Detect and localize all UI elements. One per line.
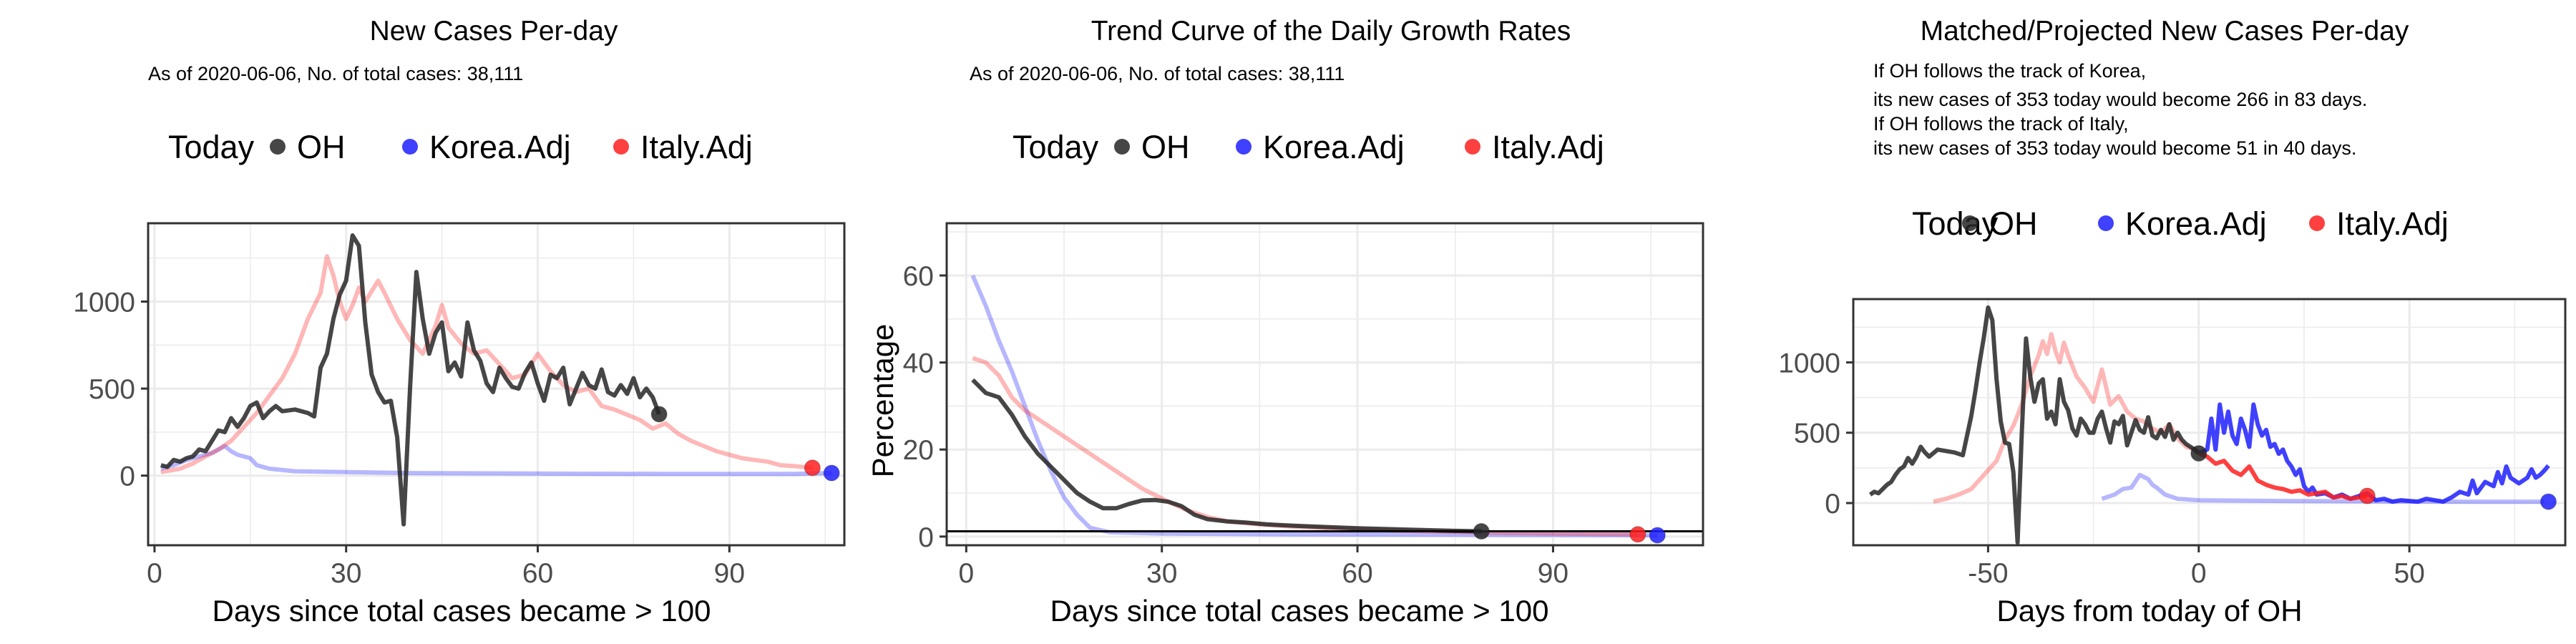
legend: Today OH Korea.Adj Italy.Adj bbox=[1013, 129, 1604, 165]
x-axis-title: Days since total cases became > 100 bbox=[213, 594, 711, 628]
chart-title: Matched/Projected New Cases Per-day bbox=[1921, 16, 2409, 47]
series-line-korea-adj bbox=[160, 444, 832, 477]
legend-key-italy bbox=[613, 139, 629, 155]
x-tick-label: 90 bbox=[714, 558, 745, 589]
y-tick-label: 1000 bbox=[73, 287, 135, 318]
chart-title: Trend Curve of the Daily Growth Rates bbox=[1091, 16, 1571, 47]
legend-key-oh bbox=[1962, 215, 1978, 231]
legend-key-italy bbox=[2309, 215, 2325, 231]
series-group bbox=[970, 274, 1658, 537]
y-tick-label: 20 bbox=[903, 435, 934, 466]
legend-label-korea: Korea.Adj bbox=[429, 129, 571, 165]
new-cases-chart: New Cases Per-day As of 2020-06-06, No. … bbox=[73, 16, 846, 628]
y-tick-label: 0 bbox=[918, 522, 934, 553]
projected-cases-chart: Matched/Projected New Cases Per-day If O… bbox=[1778, 16, 2567, 628]
legend-label-oh: OH bbox=[1989, 205, 2038, 242]
plot-border bbox=[945, 222, 1704, 547]
legend-label-korea: Korea.Adj bbox=[1263, 129, 1405, 165]
x-tick-label: 60 bbox=[522, 558, 553, 589]
x-tick-label: -50 bbox=[1968, 558, 2008, 589]
legend-label-oh: OH bbox=[297, 129, 346, 165]
x-tick-label: 60 bbox=[1342, 558, 1372, 589]
series-line-korea-adj bbox=[970, 274, 1658, 537]
plot-border bbox=[1852, 298, 2567, 547]
legend: Today OH Korea.Adj Italy.Adj bbox=[168, 129, 753, 165]
y-tick-label: 60 bbox=[903, 261, 934, 292]
legend-title: Today bbox=[1912, 205, 1999, 242]
today-marker bbox=[2540, 493, 2557, 510]
x-tick-label: 30 bbox=[331, 558, 361, 589]
panel-growth-rates: Trend Curve of the Daily Growth Rates As… bbox=[859, 0, 1717, 644]
y-axis-title: Percentage bbox=[866, 324, 899, 478]
today-marker bbox=[650, 406, 668, 423]
chart-annotation-line: If OH follows the track of Korea, bbox=[1873, 60, 2146, 82]
y-tick-label: 500 bbox=[1794, 419, 1840, 449]
series-line-oh bbox=[971, 378, 1482, 534]
today-marker bbox=[2190, 445, 2207, 462]
legend-title: Today bbox=[1013, 129, 1099, 165]
chart-annotation-line: its new cases of 353 today would become … bbox=[1873, 137, 2356, 159]
chart-subtitle: As of 2020-06-06, No. of total cases: 38… bbox=[148, 63, 523, 84]
y-tick-label: 0 bbox=[119, 462, 135, 492]
legend-key-oh bbox=[270, 139, 286, 155]
plot-background bbox=[947, 223, 1703, 545]
today-marker bbox=[1649, 527, 1666, 544]
x-axis-title: Days from today of OH bbox=[1996, 594, 2302, 628]
x-tick-label: 30 bbox=[1146, 558, 1177, 589]
legend-label-italy: Italy.Adj bbox=[2336, 205, 2449, 242]
x-tick-label: 90 bbox=[1538, 558, 1568, 589]
plot-area: 0 30 60 90 0 500 1000 bbox=[73, 222, 846, 589]
growth-rate-chart: Trend Curve of the Daily Growth Rates As… bbox=[866, 16, 1704, 628]
legend-label-korea: Korea.Adj bbox=[2125, 205, 2267, 242]
legend-label-italy: Italy.Adj bbox=[640, 129, 753, 165]
chart-annotation-line: If OH follows the track of Italy, bbox=[1873, 113, 2129, 135]
legend-key-italy bbox=[1465, 139, 1480, 155]
series-line-korea-adj bbox=[2101, 472, 2545, 504]
y-tick-label: 0 bbox=[1825, 489, 1840, 519]
plot-area: 0 30 60 90 0 20 40 60 bbox=[903, 222, 1704, 589]
chart-title: New Cases Per-day bbox=[370, 16, 618, 47]
y-tick-label: 40 bbox=[903, 348, 934, 379]
today-marker bbox=[804, 459, 821, 477]
chart-annotation-line: its new cases of 353 today would become … bbox=[1873, 89, 2367, 110]
legend-key-korea bbox=[402, 139, 418, 155]
panel-projected-cases: Matched/Projected New Cases Per-day If O… bbox=[1746, 0, 2576, 644]
legend-label-italy: Italy.Adj bbox=[1492, 129, 1604, 165]
legend-key-korea bbox=[2098, 215, 2114, 231]
x-tick-label: 0 bbox=[2191, 558, 2207, 589]
series-line-italy-adj-projected bbox=[2197, 451, 2368, 502]
x-tick-label: 0 bbox=[958, 558, 974, 589]
today-marker bbox=[2358, 487, 2376, 504]
series-group bbox=[160, 233, 832, 527]
series-line-italy-adj bbox=[1933, 332, 2200, 504]
panel-new-cases: New Cases Per-day As of 2020-06-06, No. … bbox=[0, 0, 852, 644]
today-marker bbox=[1473, 523, 1490, 540]
series-line-oh bbox=[160, 233, 661, 527]
chart-subtitle: As of 2020-06-06, No. of total cases: 38… bbox=[970, 63, 1345, 84]
y-tick-label: 1000 bbox=[1778, 348, 1840, 379]
legend-key-oh bbox=[1114, 139, 1130, 155]
x-axis-title: Days since total cases became > 100 bbox=[1050, 594, 1549, 628]
series-group bbox=[1868, 305, 2550, 545]
x-tick-label: 50 bbox=[2394, 558, 2424, 589]
legend-title: Today bbox=[168, 129, 255, 165]
today-marker bbox=[823, 464, 840, 482]
series-line-oh bbox=[1868, 305, 2200, 545]
legend-label-oh: OH bbox=[1141, 129, 1190, 165]
series-line-italy-adj bbox=[160, 254, 813, 474]
today-marker bbox=[1629, 526, 1646, 543]
legend-key-korea bbox=[1236, 139, 1252, 155]
y-tick-label: 500 bbox=[89, 374, 135, 405]
plot-border bbox=[147, 222, 846, 547]
x-tick-label: 0 bbox=[147, 558, 162, 589]
